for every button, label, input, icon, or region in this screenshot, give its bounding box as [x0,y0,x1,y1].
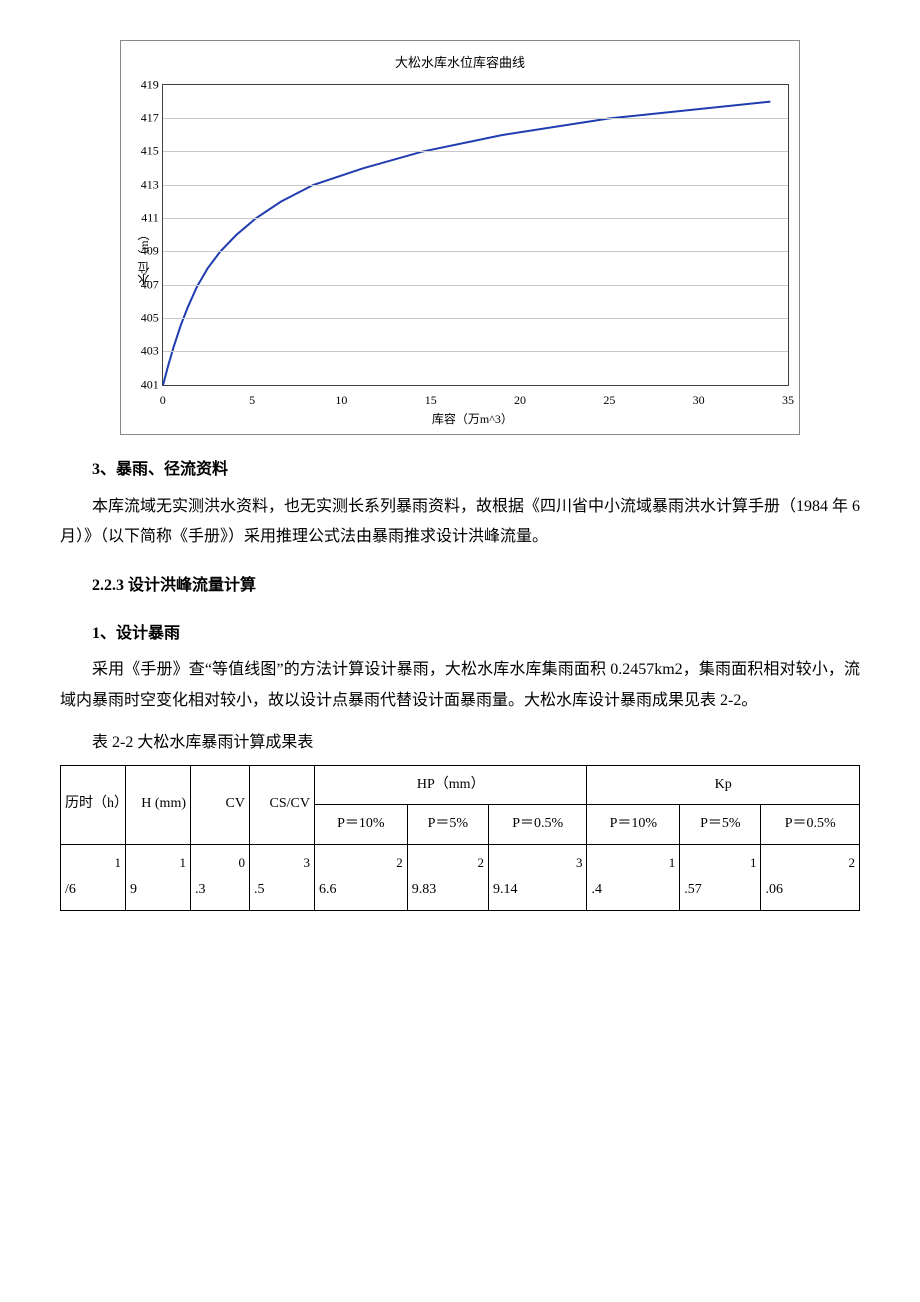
chart-title: 大松水库水位库容曲线 [131,51,789,76]
col-kp-p05: P＝0.5% [761,805,860,845]
y-tick-label: 403 [129,340,159,363]
cell-kp5: 1 .57 [680,844,761,910]
x-tick-label: 25 [603,389,615,412]
col-group-kp: Kp [587,765,860,805]
section-1-heading: 1、设计暴雨 [60,619,860,649]
section-223-heading: 2.2.3 设计洪峰流量计算 [60,571,860,601]
col-hp-p10: P＝10% [315,805,408,845]
y-tick-label: 415 [129,140,159,163]
gridline [163,285,788,286]
y-tick-label: 409 [129,240,159,263]
x-tick-label: 0 [160,389,166,412]
chart-body: 水位（m） 4014034054074094114134154174190510… [131,84,789,431]
plot-area: 4014034054074094114134154174190510152025… [162,84,789,386]
gridline [163,118,788,119]
cell-hp10: 2 6.6 [315,844,408,910]
cell-kp10: 1 .4 [587,844,680,910]
col-duration: 历时（h） [61,765,126,844]
section-3-body: 本库流域无实测洪水资料，也无实测长系列暴雨资料，故根据《四川省中小流域暴雨洪水计… [60,492,860,553]
y-tick-label: 413 [129,173,159,196]
table-row: 1 /6 1 9 0 .3 3 .5 2 6.6 2 9.83 3 9.14 1 [61,844,860,910]
col-cv: CV [191,765,250,844]
cell-hp05: 3 9.14 [488,844,587,910]
col-hp-p05: P＝0.5% [488,805,587,845]
gridline [163,185,788,186]
col-cscv: CS/CV [250,765,315,844]
section-3-heading: 3、暴雨、径流资料 [60,455,860,485]
y-tick-label: 407 [129,273,159,296]
table-caption: 表 2-2 大松水库暴雨计算成果表 [60,728,860,758]
chart-container: 大松水库水位库容曲线 水位（m） 40140340540740941141341… [120,40,800,435]
gridline [163,318,788,319]
section-1-body: 采用《手册》查“等值线图”的方法计算设计暴雨，大松水库水库集雨面积 0.2457… [60,655,860,716]
x-tick-label: 35 [782,389,794,412]
cell-duration: 1 /6 [61,844,126,910]
x-tick-label: 20 [514,389,526,412]
y-tick-label: 411 [129,207,159,230]
y-tick-label: 417 [129,107,159,130]
y-tick-label: 401 [129,373,159,396]
x-tick-label: 5 [249,389,255,412]
cell-hp5: 2 9.83 [407,844,488,910]
col-kp-p5: P＝5% [680,805,761,845]
col-hp-p5: P＝5% [407,805,488,845]
table-header-row-1: 历时（h） H (mm) CV CS/CV HP（mm） Kp [61,765,860,805]
x-tick-label: 15 [425,389,437,412]
chart-line [163,85,788,385]
gridline [163,251,788,252]
gridline [163,151,788,152]
x-tick-label: 10 [335,389,347,412]
gridline [163,351,788,352]
col-h: H (mm) [126,765,191,844]
y-tick-label: 405 [129,307,159,330]
cell-kp05: 2 .06 [761,844,860,910]
col-group-hp: HP（mm） [315,765,587,805]
plot-column: 4014034054074094114134154174190510152025… [156,84,789,431]
cell-cv: 0 .3 [191,844,250,910]
col-kp-p10: P＝10% [587,805,680,845]
cell-cscv: 3 .5 [250,844,315,910]
cell-h: 1 9 [126,844,191,910]
gridline [163,218,788,219]
y-tick-label: 419 [129,73,159,96]
x-tick-label: 30 [693,389,705,412]
storm-table: 历时（h） H (mm) CV CS/CV HP（mm） Kp P＝10% P＝… [60,765,860,911]
